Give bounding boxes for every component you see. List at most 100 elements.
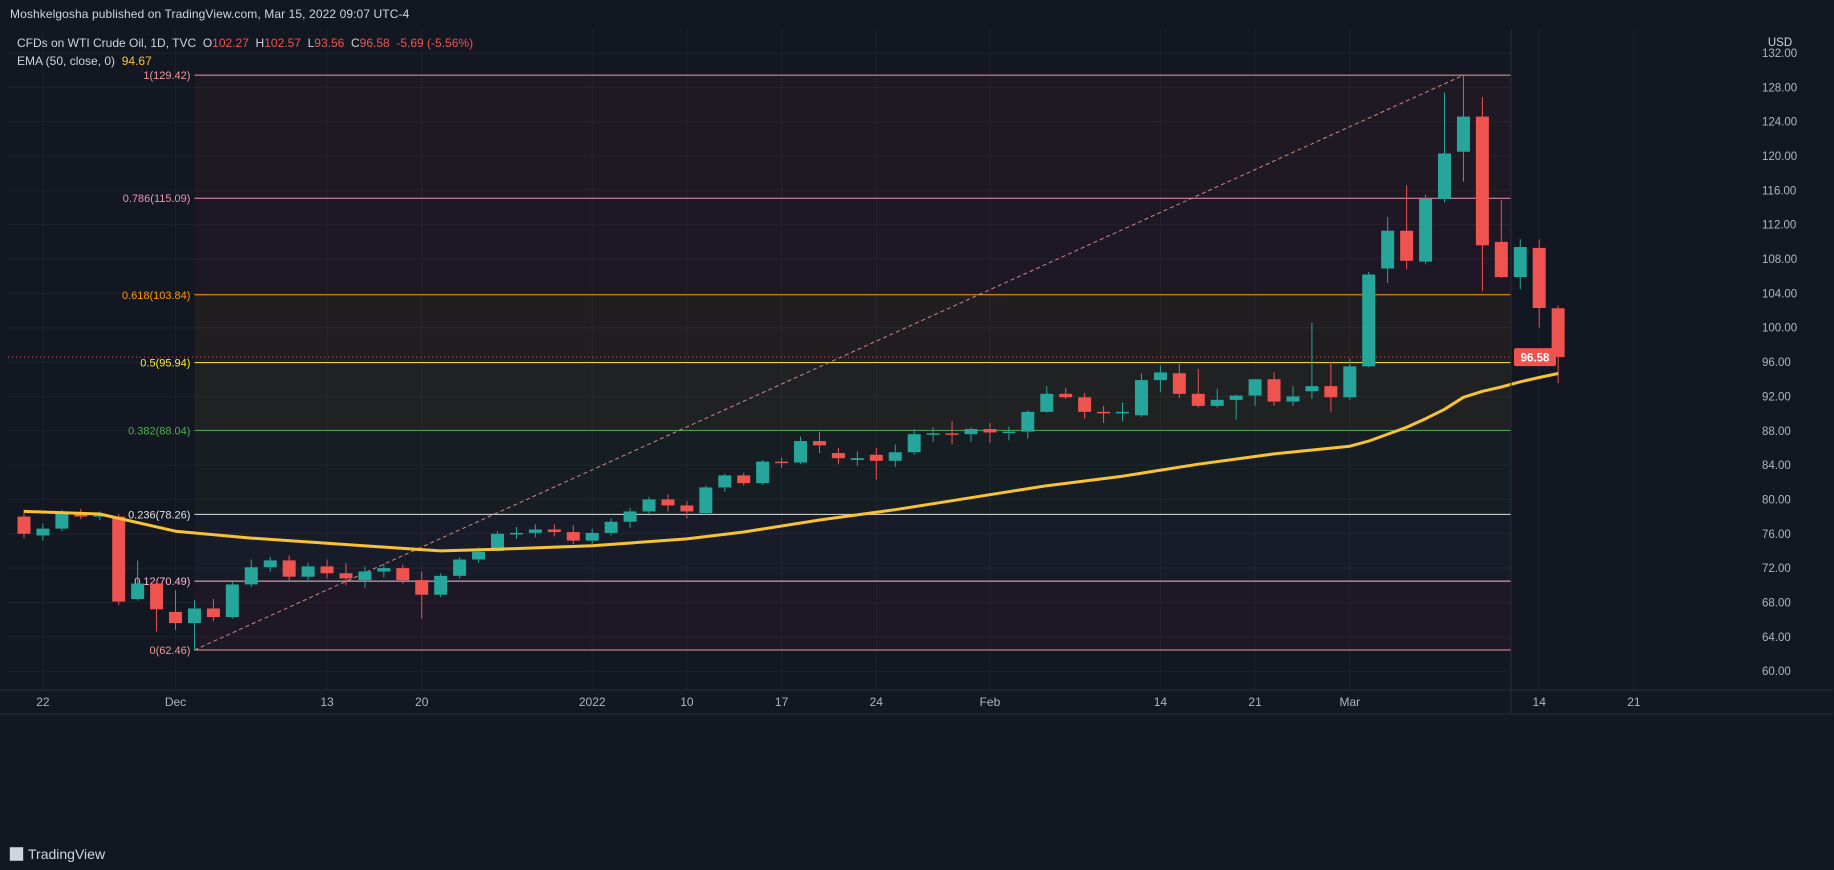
candle-body xyxy=(888,452,902,461)
ema-polyline xyxy=(23,372,1559,553)
x-tick-label: 14 xyxy=(1533,695,1547,709)
x-tick-label: 13 xyxy=(320,695,334,709)
candle-body xyxy=(1551,308,1565,358)
candle-body xyxy=(1438,153,1451,199)
trend-line[interactable] xyxy=(8,74,1511,651)
candle-body xyxy=(831,453,845,459)
candle-body xyxy=(472,551,486,560)
candle-body xyxy=(1097,411,1111,414)
last-price-label: 96.58 xyxy=(1521,353,1550,365)
candle-body xyxy=(775,461,789,464)
candle-body xyxy=(55,513,69,529)
fib-level-label: 0.12(70.49) xyxy=(134,576,190,588)
close-value: 96.58 xyxy=(359,36,390,50)
y-tick-label: 116.00 xyxy=(1762,185,1796,197)
legend-ohlc-row[interactable]: CFDs on WTI Crude Oil, 1D, TVC O102.27 H… xyxy=(17,34,473,52)
candle-body xyxy=(1172,373,1186,394)
publisher-line: Moshkelgosha published on TradingView.co… xyxy=(10,7,410,21)
candle-body xyxy=(604,521,618,533)
y-tick-label: 84.00 xyxy=(1762,460,1791,472)
ema-label: EMA (50, close, 0) xyxy=(17,54,116,68)
candle-body xyxy=(206,608,220,618)
header-bar: Moshkelgosha published on TradingView.co… xyxy=(0,0,1834,29)
tradingview-logo[interactable]: ⬛︎ TradingView xyxy=(10,846,105,862)
candle-body xyxy=(339,573,353,579)
x-tick-label: Feb xyxy=(980,695,1001,709)
candle-body xyxy=(1153,372,1167,381)
candle-body xyxy=(964,429,978,435)
open-label: O xyxy=(202,36,213,50)
candle-body xyxy=(282,560,296,577)
candle-body xyxy=(320,566,334,574)
y-tick-label: 72.00 xyxy=(1762,563,1791,575)
candle-body xyxy=(1267,379,1281,402)
x-tick-label: 21 xyxy=(1627,695,1641,709)
candle-body xyxy=(680,505,694,512)
candle-body xyxy=(150,583,164,610)
y-tick-label: 100.00 xyxy=(1762,323,1797,335)
y-tick-label: 80.00 xyxy=(1762,494,1791,506)
x-tick-label: 10 xyxy=(680,695,694,709)
fib-band xyxy=(194,581,1512,650)
close-label: C xyxy=(350,36,360,50)
candle-body xyxy=(1191,393,1205,406)
candle-body xyxy=(301,566,315,577)
candle-body xyxy=(1475,116,1489,246)
fib-band xyxy=(194,75,1512,199)
x-tick-label: 24 xyxy=(870,695,884,709)
candle-body xyxy=(1381,230,1395,269)
candle-body xyxy=(1059,393,1073,398)
change-value: -5.69 (-5.56%) xyxy=(396,36,474,50)
y-tick-label: 96.00 xyxy=(1762,357,1791,369)
candle-body xyxy=(1513,247,1527,278)
candle-body xyxy=(699,487,713,514)
fib-level-label: 0.5(95.94) xyxy=(140,358,190,370)
candle-body xyxy=(453,559,467,576)
fib-band xyxy=(194,430,1512,515)
low-label: L xyxy=(307,36,315,50)
candle-body xyxy=(907,434,921,453)
candle-body xyxy=(169,611,183,624)
candle-body xyxy=(945,433,959,435)
fib-level-label: 1(129.42) xyxy=(143,70,190,82)
candle-body xyxy=(585,532,599,541)
candle-body xyxy=(1362,274,1376,367)
candle-body xyxy=(1078,397,1092,412)
x-tick-label: 20 xyxy=(415,695,429,709)
legend: CFDs on WTI Crude Oil, 1D, TVC O102.27 H… xyxy=(17,34,473,70)
candle-body xyxy=(1324,386,1338,398)
candle-body xyxy=(1210,399,1224,406)
y-tick-label: 88.00 xyxy=(1762,426,1791,438)
y-tick-label: 112.00 xyxy=(1762,220,1796,232)
fib-band xyxy=(194,362,1512,431)
candle-body xyxy=(869,454,883,461)
candle-body xyxy=(131,583,145,600)
high-value: 102.57 xyxy=(264,36,301,50)
last-price-badge xyxy=(1514,348,1556,367)
candle-body xyxy=(1419,198,1433,262)
candle-body xyxy=(1229,395,1243,400)
candle-body xyxy=(74,513,88,517)
candle-body xyxy=(17,516,31,534)
candle-body xyxy=(983,429,997,433)
x-tick-label: Mar xyxy=(1339,695,1360,709)
x-tick-label: 22 xyxy=(36,695,50,709)
candle-body xyxy=(377,568,391,572)
legend-ema-row[interactable]: EMA (50, close, 0) 94.67 xyxy=(17,52,473,70)
candle-body xyxy=(1248,379,1262,396)
candle-body xyxy=(225,584,239,618)
candle-body xyxy=(547,529,561,533)
currency-label: USD xyxy=(1768,37,1792,49)
fib-retracement[interactable]: 1(129.42) 0.786(115.09) 0.618(103.84) 0.5(9… xyxy=(122,70,1512,657)
candle-body xyxy=(1494,241,1508,278)
candle-body xyxy=(415,580,429,595)
candle-body xyxy=(1343,366,1357,398)
candle-body xyxy=(812,441,826,446)
candle-body xyxy=(1002,431,1016,434)
candle-body xyxy=(187,608,201,624)
ema-value: 94.67 xyxy=(121,54,152,68)
candle-body xyxy=(1021,411,1035,432)
candle-body xyxy=(1134,380,1148,416)
candle-body xyxy=(718,475,732,488)
